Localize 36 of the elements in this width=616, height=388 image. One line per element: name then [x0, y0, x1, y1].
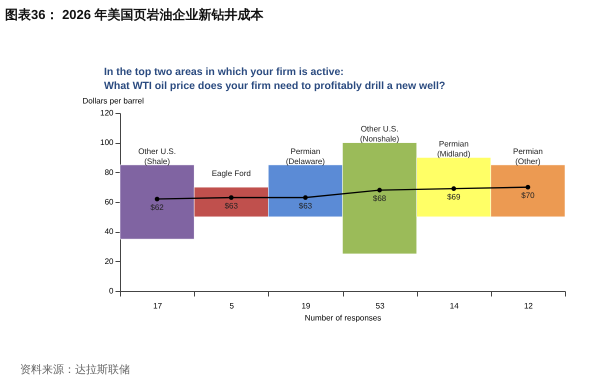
annotation: Permian (Midland): [437, 140, 471, 158]
point: [526, 184, 530, 190]
y-tick-label: 0: [109, 286, 114, 296]
point: [303, 195, 308, 200]
data-label: $70: [521, 191, 536, 200]
annotation: Other U.S. (Nonshale): [360, 124, 400, 144]
data-label: $69: [447, 192, 461, 202]
point: [228, 195, 234, 200]
y-tick-label: 120: [100, 108, 114, 118]
y-tick-label: 100: [100, 138, 114, 148]
y-axis-title: Dollars per barrel: [82, 96, 144, 106]
x-tick-label: 19: [301, 302, 311, 310]
y-tick-label: 20: [104, 256, 114, 266]
x-tick-label: 5: [230, 302, 235, 310]
y-tick-label: 80: [104, 168, 114, 177]
x-tick-label: 12: [524, 302, 534, 310]
chart-subtitle: In the top two areas in which your firm is active: What WTI oil price does your firm need to profitably drill a new well?: [104, 66, 446, 92]
x-tick-label: 53: [376, 302, 386, 310]
data-label: $62: [150, 203, 164, 212]
data-label: $63: [298, 202, 313, 211]
annotation: Eagle Ford: [212, 169, 251, 178]
annotation: Other U.S. (Shale): [138, 146, 176, 166]
annotation: Permian (Delaware): [286, 146, 326, 166]
point: [377, 188, 382, 192]
point: [451, 186, 456, 191]
x-tick-label: 14: [450, 302, 460, 310]
x-axis-title: Number of responses: [304, 314, 382, 322]
x-tick-label: 17: [153, 302, 163, 310]
data-label: $63: [224, 202, 238, 211]
point: [154, 196, 160, 202]
text: 资料来源：达拉斯联储: [20, 363, 130, 376]
data-label: $68: [372, 194, 387, 204]
chart-title: 图表36： 2026 年美国页岩油企业新钻井成本: [5, 7, 265, 22]
y-tick-label: 40: [104, 227, 114, 236]
y-tick-label: 60: [104, 198, 114, 206]
annotation: Permian (Other): [513, 146, 543, 166]
